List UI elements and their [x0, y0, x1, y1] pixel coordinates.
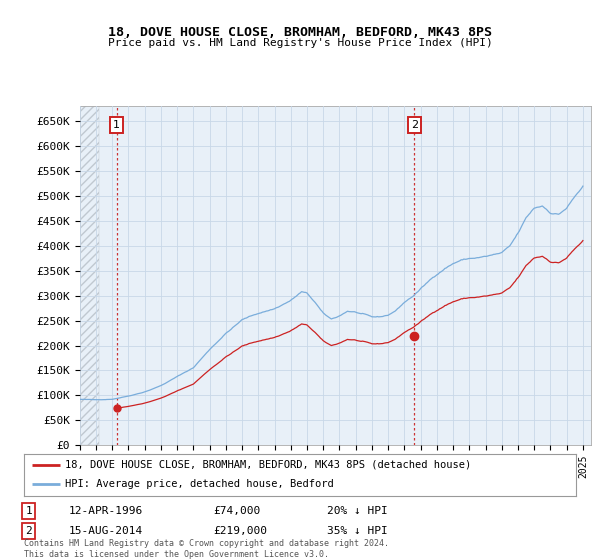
- Text: £74,000: £74,000: [213, 506, 260, 516]
- Text: HPI: Average price, detached house, Bedford: HPI: Average price, detached house, Bedf…: [65, 479, 334, 489]
- Text: Contains HM Land Registry data © Crown copyright and database right 2024.
This d: Contains HM Land Registry data © Crown c…: [24, 539, 389, 559]
- Text: £219,000: £219,000: [213, 526, 267, 536]
- Text: 35% ↓ HPI: 35% ↓ HPI: [327, 526, 388, 536]
- Text: Price paid vs. HM Land Registry's House Price Index (HPI): Price paid vs. HM Land Registry's House …: [107, 38, 493, 48]
- Bar: [80, 106, 99, 445]
- Text: 20% ↓ HPI: 20% ↓ HPI: [327, 506, 388, 516]
- Text: 1: 1: [113, 120, 121, 130]
- Text: 2: 2: [411, 120, 418, 130]
- Text: 18, DOVE HOUSE CLOSE, BROMHAM, BEDFORD, MK43 8PS (detached house): 18, DOVE HOUSE CLOSE, BROMHAM, BEDFORD, …: [65, 460, 472, 470]
- Text: 15-AUG-2014: 15-AUG-2014: [69, 526, 143, 536]
- Text: 2: 2: [25, 526, 32, 536]
- Text: 1: 1: [25, 506, 32, 516]
- Text: 12-APR-1996: 12-APR-1996: [69, 506, 143, 516]
- Text: 18, DOVE HOUSE CLOSE, BROMHAM, BEDFORD, MK43 8PS: 18, DOVE HOUSE CLOSE, BROMHAM, BEDFORD, …: [108, 26, 492, 39]
